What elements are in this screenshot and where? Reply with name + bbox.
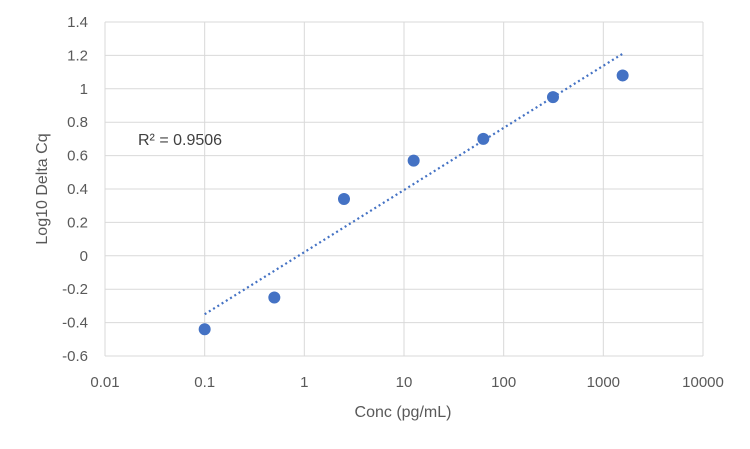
y-tick-label: 0.2 [67, 214, 88, 231]
x-tick-label: 10000 [682, 374, 724, 391]
data-point [546, 91, 559, 104]
y-tick-label: -0.6 [62, 348, 88, 365]
data-point [337, 193, 350, 206]
y-tick-label: 0.4 [67, 181, 88, 198]
linear-trendline [204, 52, 624, 316]
x-tick-label: 0.01 [90, 374, 119, 391]
data-point [616, 69, 629, 82]
data-point [268, 291, 281, 304]
data-point [198, 323, 211, 336]
y-tick-label: -0.4 [62, 315, 88, 332]
y-tick-label: 1 [80, 81, 88, 98]
y-tick-label: 1.4 [67, 14, 88, 31]
x-tick-label: 100 [491, 374, 516, 391]
x-axis-title: Conc (pg/mL) [355, 404, 452, 421]
data-points [198, 69, 629, 336]
y-tick-label: 0.6 [67, 148, 88, 165]
y-axis-title: Log10 Delta Cq [34, 133, 51, 244]
y-tick-label: 0 [80, 248, 88, 265]
y-tick-label: -0.2 [62, 281, 88, 298]
x-tick-labels: 0.01 0.1 1 10 100 1000 10000 [90, 374, 723, 391]
r-squared-annotation: R² = 0.9506 [138, 132, 222, 149]
trendline-group [204, 52, 624, 316]
x-tick-label: 1000 [587, 374, 620, 391]
y-tick-label: 0.8 [67, 114, 88, 131]
y-tick-label: 1.2 [67, 47, 88, 64]
y-tick-labels: -0.6 -0.4 -0.2 0 0.2 0.4 0.6 0.8 1 1.2 1.4 [62, 14, 88, 365]
x-tick-label: 1 [300, 374, 308, 391]
data-point [477, 132, 490, 145]
data-point [407, 154, 420, 167]
x-tick-label: 10 [396, 374, 413, 391]
x-tick-label: 0.1 [194, 374, 215, 391]
